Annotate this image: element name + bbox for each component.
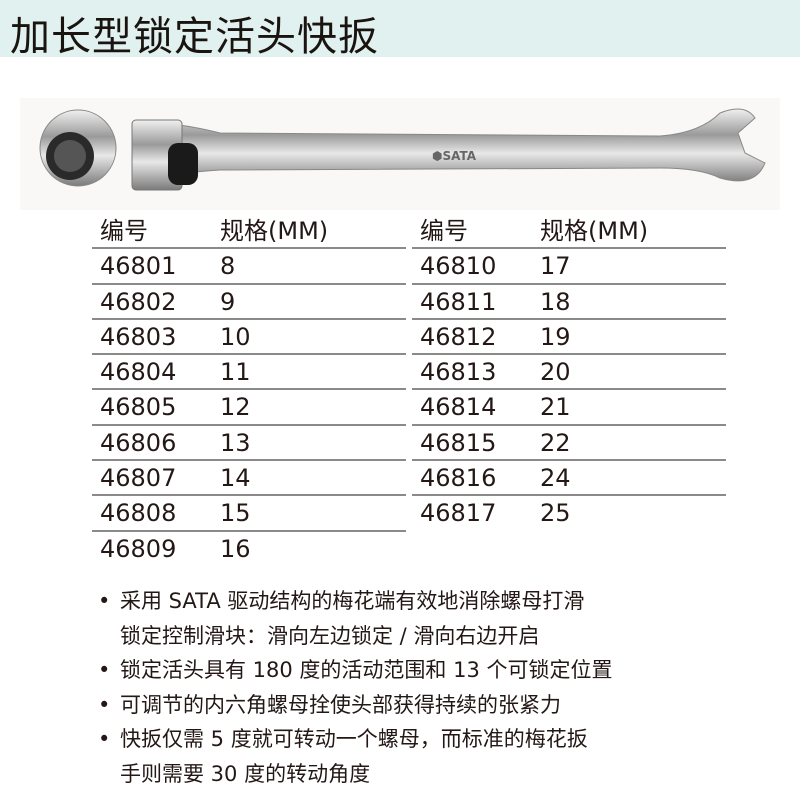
size: 11 <box>220 358 251 387</box>
size: 12 <box>220 393 251 422</box>
size: 19 <box>540 322 571 351</box>
size: 22 <box>540 428 571 457</box>
table-row: 46804 11 <box>92 355 406 391</box>
feature-item: 快扳仅需 5 度就可转动一个螺母，而标准的梅花扳 <box>98 722 613 757</box>
table-row: 46817 25 <box>412 496 726 531</box>
code: 46802 <box>100 287 177 316</box>
size: 9 <box>220 287 236 316</box>
table-row: 46801 8 <box>92 249 406 285</box>
feature-item-continued: 锁定控制滑块：滑向左边锁定 / 滑向右边开启 <box>120 623 540 648</box>
code: 46809 <box>100 534 177 563</box>
size: 24 <box>540 464 571 493</box>
feature-item: 采用 SATA 驱动结构的梅花端有效地消除螺母打滑 <box>98 584 613 619</box>
table-header: 编号 规格(MM) <box>412 214 726 250</box>
table-row: 46807 14 <box>92 461 406 497</box>
table-row: 46815 22 <box>412 426 726 462</box>
title-banner: 加长型锁定活头快扳 <box>0 0 800 60</box>
table-row: 46812 19 <box>412 320 726 356</box>
header-size: 规格(MM) <box>540 217 649 245</box>
code: 46814 <box>420 393 497 422</box>
code: 46807 <box>100 464 177 493</box>
size: 20 <box>540 358 571 387</box>
code: 46808 <box>100 499 177 528</box>
code: 46817 <box>420 499 497 528</box>
size: 25 <box>540 499 571 528</box>
table-row: 46806 13 <box>92 426 406 462</box>
size: 10 <box>220 322 251 351</box>
code: 46803 <box>100 322 177 351</box>
product-image: ⬢SATA <box>20 98 780 210</box>
table-row: 46803 10 <box>92 320 406 356</box>
code: 46811 <box>420 287 497 316</box>
code: 46801 <box>100 252 177 281</box>
code: 46812 <box>420 322 497 351</box>
size: 13 <box>220 428 251 457</box>
size: 17 <box>540 252 571 281</box>
code: 46804 <box>100 358 177 387</box>
size: 8 <box>220 252 236 281</box>
size: 18 <box>540 287 571 316</box>
size: 15 <box>220 499 251 528</box>
table-row: 46802 9 <box>92 285 406 320</box>
code: 46813 <box>420 358 497 387</box>
table-row: 46808 15 <box>92 496 406 532</box>
code: 46816 <box>420 464 497 493</box>
spec-table-right: 编号 规格(MM) 46810 17 46811 18 46812 19 46813 20… <box>412 214 726 532</box>
feature-list: 采用 SATA 驱动结构的梅花端有效地消除螺母打滑 锁定控制滑块：滑向左边锁定 … <box>98 584 613 791</box>
code: 46810 <box>420 252 497 281</box>
feature-item-continued: 手则需要 30 度的转动角度 <box>120 761 371 786</box>
table-row: 46814 21 <box>412 390 726 426</box>
brand-logo: ⬢SATA <box>432 149 477 163</box>
code: 46806 <box>100 428 177 457</box>
header-size: 规格(MM) <box>220 217 329 245</box>
table-row: 46816 24 <box>412 461 726 497</box>
table-row: 46809 16 <box>92 532 406 567</box>
code: 46815 <box>420 428 497 457</box>
page-title: 加长型锁定活头快扳 <box>10 14 379 60</box>
table-header: 编号 规格(MM) <box>92 214 406 250</box>
table-row: 46805 12 <box>92 390 406 426</box>
table-row: 46810 17 <box>412 249 726 285</box>
header-code: 编号 <box>100 217 148 245</box>
size: 14 <box>220 464 251 493</box>
table-row: 46811 18 <box>412 285 726 320</box>
size: 16 <box>220 534 251 563</box>
feature-item: 锁定活头具有 180 度的活动范围和 13 个可锁定位置 <box>98 653 613 688</box>
code: 46805 <box>100 393 177 422</box>
spec-table-left: 编号 规格(MM) 46801 8 46802 9 46803 10 46804 11 4… <box>92 214 406 567</box>
size: 21 <box>540 393 571 422</box>
table-row: 46813 20 <box>412 355 726 391</box>
header-code: 编号 <box>420 217 468 245</box>
feature-item: 可调节的内六角螺母拴使头部获得持续的张紧力 <box>98 688 613 723</box>
